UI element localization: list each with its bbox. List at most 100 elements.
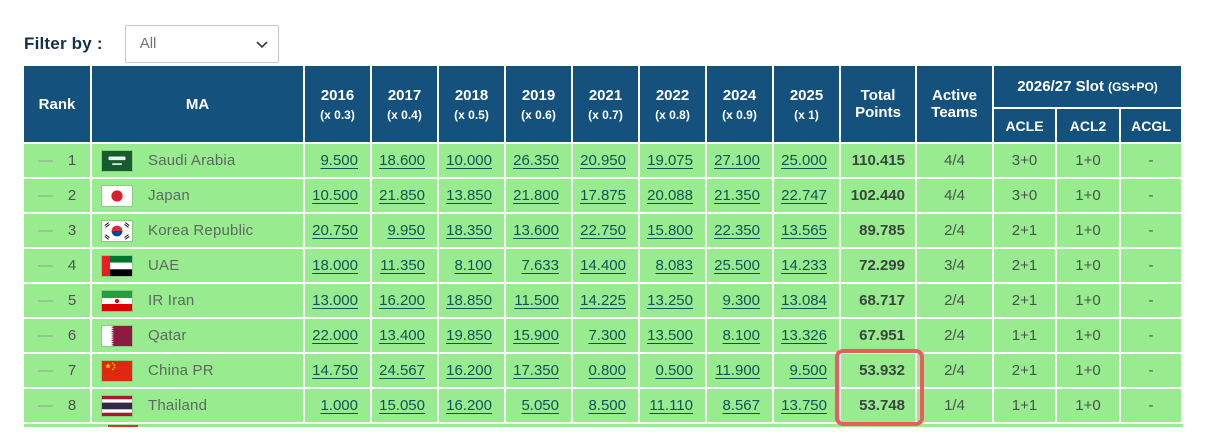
score-link[interactable]: 16.200 <box>379 292 425 309</box>
score-link[interactable]: 25.500 <box>714 257 760 274</box>
rank-movement-icon: — <box>37 152 53 169</box>
score-link[interactable]: 13.600 <box>513 222 559 239</box>
score-link[interactable]: 19.075 <box>647 152 693 169</box>
flag-icon <box>102 395 132 416</box>
score-link[interactable]: 8.100 <box>454 257 492 274</box>
active-teams-value: 3/4 <box>917 249 994 284</box>
score-link[interactable]: 18.850 <box>446 292 492 309</box>
score-link[interactable]: 13.565 <box>781 222 827 239</box>
rank-number: 6 <box>67 327 77 344</box>
slot-acle-value: 3+0 <box>994 144 1057 179</box>
table-row: — 2 Japan 10.500 21.850 13.850 21.800 17… <box>24 179 1184 214</box>
score-link[interactable]: 13.326 <box>781 327 827 344</box>
score-link[interactable]: 11.110 <box>649 397 693 414</box>
slot-acgl-value: - <box>1121 144 1184 179</box>
score-link[interactable]: 13.750 <box>781 397 827 414</box>
rank-cell: — 8 <box>24 389 92 424</box>
score-link[interactable]: 1.000 <box>320 397 358 414</box>
flag-icon <box>102 290 132 311</box>
score-link[interactable]: 8.100 <box>722 327 760 344</box>
rank-number: 4 <box>67 257 77 274</box>
score-link[interactable]: 9.500 <box>320 152 358 169</box>
score-link[interactable]: 11.500 <box>514 292 559 309</box>
score-link[interactable]: 21.350 <box>714 187 760 204</box>
score-link[interactable]: 7.633 <box>521 257 559 274</box>
slot-acgl-value: - <box>1121 354 1184 389</box>
slot-acl2-value: 1+0 <box>1057 354 1121 389</box>
score-link[interactable]: 14.400 <box>580 257 626 274</box>
slot-acl2-value: 1+0 <box>1057 284 1121 319</box>
ma-cell: Korea Republic <box>92 214 305 249</box>
header-year-2018: 2018 (x 0.5) <box>439 66 506 144</box>
slot-acle-value: 2+1 <box>994 284 1057 319</box>
header-slot-group: 2026/27 Slot (GS+PO) <box>994 66 1184 110</box>
rank-cell: — 7 <box>24 354 92 389</box>
score-link[interactable]: 13.084 <box>781 292 827 309</box>
score-link[interactable]: 13.250 <box>647 292 693 309</box>
score-link[interactable]: 9.500 <box>789 362 827 379</box>
score-link[interactable]: 15.900 <box>513 327 559 344</box>
score-link[interactable]: 22.000 <box>312 327 358 344</box>
score-link[interactable]: 24.567 <box>379 362 425 379</box>
slot-acl2-value: 1+0 <box>1057 249 1121 284</box>
score-link[interactable]: 18.600 <box>379 152 425 169</box>
slot-acle-value: 2+1 <box>994 354 1057 389</box>
score-link[interactable]: 18.350 <box>446 222 492 239</box>
score-link[interactable]: 21.850 <box>379 187 425 204</box>
score-link[interactable]: 13.400 <box>379 327 425 344</box>
score-link[interactable]: 8.500 <box>588 397 626 414</box>
score-link[interactable]: 8.567 <box>722 397 760 414</box>
score-link[interactable]: 13.000 <box>312 292 358 309</box>
score-link[interactable]: 11.350 <box>380 257 425 274</box>
score-link[interactable]: 16.200 <box>446 362 492 379</box>
active-teams-value: 1/4 <box>917 389 994 424</box>
filter-select[interactable]: All <box>124 24 279 63</box>
score-link[interactable]: 7.300 <box>588 327 626 344</box>
score-link[interactable]: 15.800 <box>647 222 693 239</box>
score-link[interactable]: 14.225 <box>580 292 626 309</box>
partial-flag-sliver <box>108 425 138 427</box>
header-total-points: Total Points <box>841 66 917 144</box>
score-link[interactable]: 13.850 <box>446 187 492 204</box>
score-link[interactable]: 9.950 <box>387 222 425 239</box>
score-link[interactable]: 20.750 <box>312 222 358 239</box>
score-link[interactable]: 17.350 <box>513 362 559 379</box>
score-link[interactable]: 9.300 <box>722 292 760 309</box>
slot-acgl-value: - <box>1121 284 1184 319</box>
score-link[interactable]: 20.950 <box>580 152 626 169</box>
score-link[interactable]: 16.200 <box>446 397 492 414</box>
partial-next-row <box>24 424 1184 429</box>
score-link[interactable]: 0.800 <box>588 362 626 379</box>
score-link[interactable]: 13.500 <box>647 327 693 344</box>
score-link[interactable]: 17.875 <box>580 187 626 204</box>
score-link[interactable]: 22.750 <box>580 222 626 239</box>
score-link[interactable]: 8.083 <box>655 257 693 274</box>
score-link[interactable]: 11.900 <box>715 362 760 379</box>
slot-acl2-value: 1+0 <box>1057 389 1121 424</box>
table-header: Rank MA 2016 (x 0.3) 2017 (x 0.4) 2018 (… <box>24 66 1184 144</box>
score-link[interactable]: 15.050 <box>379 397 425 414</box>
total-points-value: 89.785 <box>841 214 917 249</box>
slot-acgl-value: - <box>1121 214 1184 249</box>
score-link[interactable]: 0.500 <box>655 362 693 379</box>
score-link[interactable]: 14.750 <box>312 362 358 379</box>
header-active-teams: Active Teams <box>917 66 994 144</box>
score-link[interactable]: 18.000 <box>312 257 358 274</box>
score-link[interactable]: 22.350 <box>714 222 760 239</box>
score-link[interactable]: 5.050 <box>521 397 559 414</box>
score-link[interactable]: 20.088 <box>647 187 693 204</box>
score-link[interactable]: 10.500 <box>312 187 358 204</box>
header-year-2025: 2025 (x 1) <box>774 66 841 144</box>
score-link[interactable]: 25.000 <box>781 152 827 169</box>
score-link[interactable]: 14.233 <box>781 257 827 274</box>
score-link[interactable]: 26.350 <box>513 152 559 169</box>
rank-number: 8 <box>67 397 77 414</box>
score-link[interactable]: 27.100 <box>714 152 760 169</box>
score-link[interactable]: 22.747 <box>781 187 827 204</box>
score-link[interactable]: 21.800 <box>513 187 559 204</box>
active-teams-value: 2/4 <box>917 354 994 389</box>
score-link[interactable]: 19.850 <box>446 327 492 344</box>
total-points-value: 67.951 <box>841 319 917 354</box>
score-link[interactable]: 10.000 <box>446 152 492 169</box>
rank-movement-icon: — <box>37 222 53 239</box>
